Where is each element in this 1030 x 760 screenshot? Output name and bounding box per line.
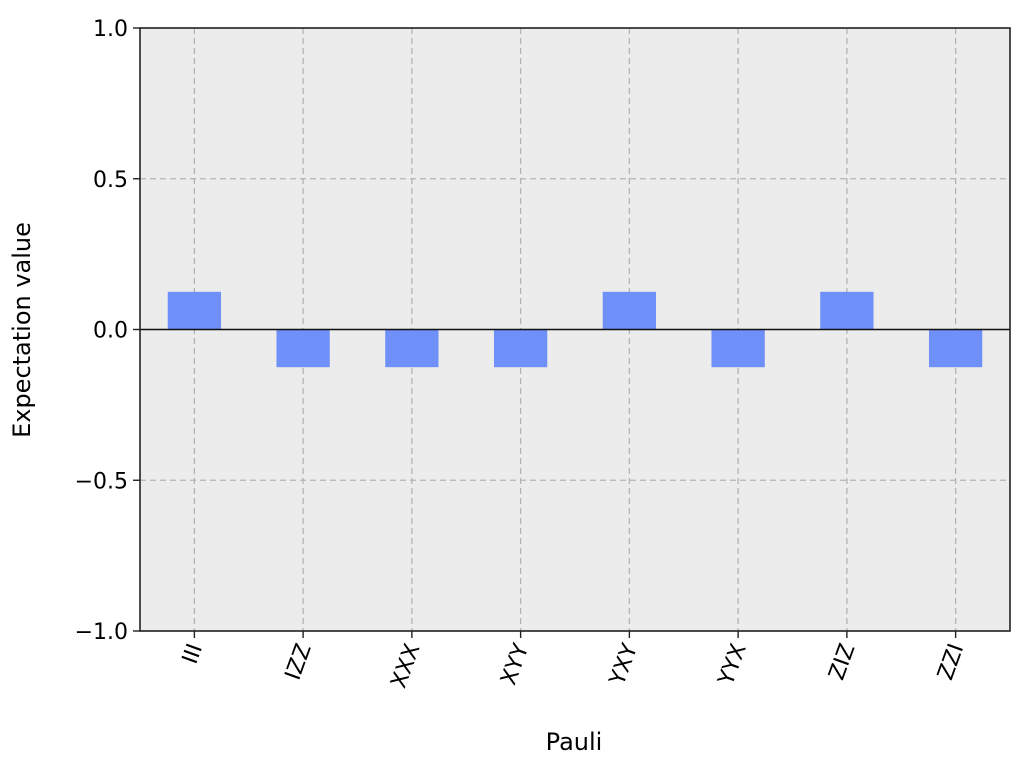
bar-iii bbox=[167, 291, 222, 330]
x-tick-label: ZIZ bbox=[824, 641, 860, 684]
x-tick-label: XXX bbox=[387, 641, 426, 692]
bar-izz bbox=[276, 329, 330, 368]
bar-xyy bbox=[493, 329, 548, 368]
y-axis-ticks: −1.0 −0.5 0.0 0.5 1.0 bbox=[75, 17, 140, 645]
x-tick-label: YXY bbox=[605, 640, 643, 689]
bar-ziz bbox=[820, 291, 874, 330]
x-axis-label: Pauli bbox=[546, 728, 603, 756]
x-tick-label: III bbox=[178, 641, 208, 668]
bar-yyx bbox=[711, 329, 765, 368]
y-tick-label: −1.0 bbox=[75, 620, 128, 645]
y-tick-label: −0.5 bbox=[75, 469, 128, 494]
x-tick-label: ZZI bbox=[933, 641, 969, 684]
x-axis-ticks: III IZZ XXX XYY YXY YYX ZIZ ZZI bbox=[178, 631, 969, 692]
x-tick-label: XYY bbox=[496, 640, 534, 688]
bar-xxx bbox=[385, 329, 439, 368]
bar-zzi bbox=[928, 329, 983, 368]
y-tick-label: 0.5 bbox=[93, 168, 128, 193]
bars bbox=[167, 291, 983, 368]
y-tick-label: 0.0 bbox=[93, 319, 128, 344]
bar-yxy bbox=[602, 291, 657, 330]
x-tick-label: IZZ bbox=[281, 641, 317, 684]
x-tick-label: YYX bbox=[714, 641, 752, 690]
y-axis-label: Expectation value bbox=[8, 222, 36, 438]
y-tick-label: 1.0 bbox=[93, 17, 128, 42]
